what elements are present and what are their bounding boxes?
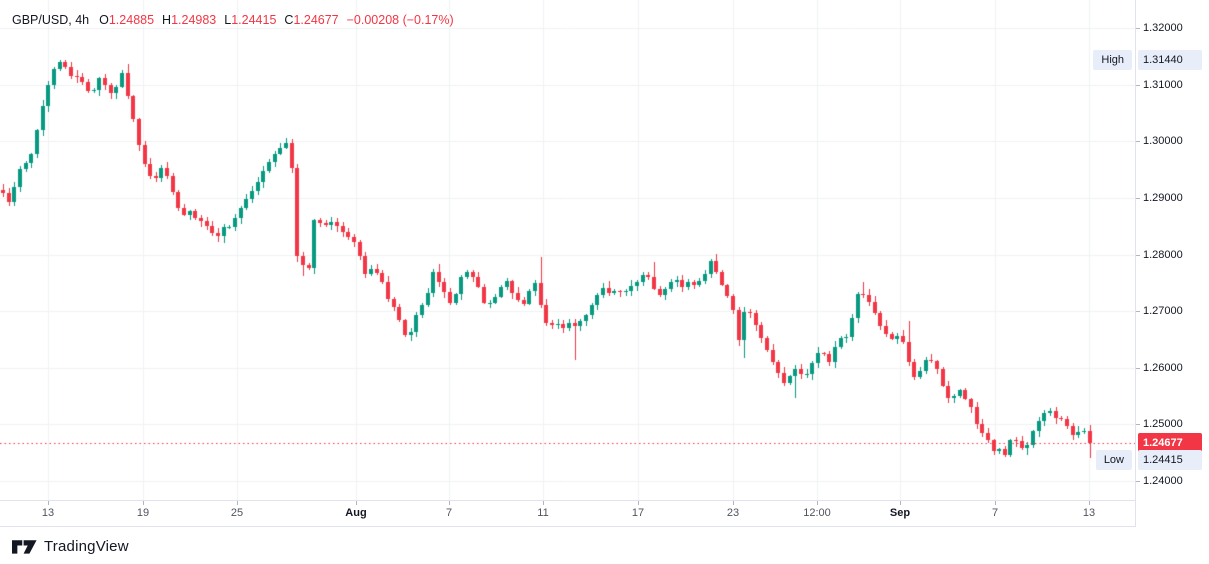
time-axis-label-month: Sep <box>889 507 911 519</box>
high-price-badge: 1.31440 <box>1138 49 1202 70</box>
time-axis-tick <box>48 501 49 505</box>
price-axis-label: 1.32000 <box>1143 22 1183 34</box>
time-axis-label: 13 <box>41 507 55 519</box>
price-axis-tick <box>1136 198 1140 199</box>
ohlc-item-h: H1.24983 <box>162 13 217 27</box>
price-axis-tick <box>1136 255 1140 256</box>
time-axis-tick <box>543 501 544 505</box>
price-axis-label: 1.26000 <box>1143 361 1183 374</box>
time-axis-label: 19 <box>136 507 150 519</box>
candlestick-chart-canvas[interactable] <box>0 0 1135 500</box>
time-axis-tick <box>143 501 144 505</box>
time-axis-label: 17 <box>631 507 645 519</box>
brand-name: TradingView <box>44 537 129 555</box>
price-axis-label: 1.31000 <box>1143 78 1183 91</box>
time-axis-tick <box>900 501 901 505</box>
price-axis-label: 1.25000 <box>1143 418 1183 431</box>
time-axis-tick <box>449 501 450 505</box>
tradingview-brand-link[interactable]: TradingView <box>12 534 129 558</box>
symbol-legend[interactable]: GBP/USD, 4h O1.24885 H1.24983 L1.24415 C1.24… <box>12 13 454 27</box>
time-axis-tick <box>356 501 357 505</box>
symbol-title[interactable]: GBP/USD, 4h <box>12 13 90 27</box>
time-axis-label-month: Aug <box>345 507 367 519</box>
time-axis-label: 23 <box>726 507 740 519</box>
price-axis-label: 1.29000 <box>1143 191 1183 204</box>
time-axis-tick <box>1089 501 1090 505</box>
time-axis-tick <box>237 501 238 505</box>
ohlc-item-o: O1.24885 <box>99 13 155 27</box>
price-axis-tick <box>1136 141 1140 142</box>
price-axis-tick <box>1136 368 1140 369</box>
time-axis-tick <box>638 501 639 505</box>
low-price-badge: 1.24415 <box>1138 450 1202 470</box>
price-axis-label: 1.27000 <box>1143 305 1183 318</box>
price-axis-label: 1.30000 <box>1143 135 1183 148</box>
ohlc-values: O1.24885 H1.24983 L1.24415 C1.24677 <box>99 13 347 27</box>
time-axis-label: 7 <box>445 507 453 519</box>
time-axis-label: 7 <box>991 507 999 519</box>
time-axis-tick <box>995 501 996 505</box>
last-price-badge: 1.24677 <box>1138 432 1202 453</box>
price-axis-tick <box>1136 311 1140 312</box>
price-axis-tick <box>1136 28 1140 29</box>
price-axis-tick <box>1136 424 1140 425</box>
time-axis[interactable]: 13 19 25 Aug 7 11 17 23 12:00 Sep 7 13 <box>0 500 1209 527</box>
ohlc-item-c: C1.24677 <box>284 13 339 27</box>
price-axis-tick <box>1136 481 1140 482</box>
time-axis-label: 12:00 <box>803 507 831 519</box>
time-axis-label: 25 <box>230 507 244 519</box>
low-flag: Low <box>1095 450 1132 470</box>
high-flag: High <box>1093 49 1132 70</box>
time-axis-tick <box>733 501 734 505</box>
tradingview-logo-icon <box>12 540 37 554</box>
price-axis-tick <box>1136 85 1140 86</box>
time-axis-label: 13 <box>1082 507 1096 519</box>
price-axis-label: 1.24000 <box>1143 475 1183 487</box>
price-axis-label: 1.28000 <box>1143 248 1183 261</box>
time-axis-tick <box>817 501 818 505</box>
price-axis[interactable]: 1.31440 1.24677 1.24415 1.32000 1.31000 1.… <box>1135 0 1209 527</box>
ohlc-item-l: L1.24415 <box>224 13 277 27</box>
change-value: −0.00208 (−0.17%) <box>346 13 454 27</box>
time-axis-label: 11 <box>537 507 549 519</box>
